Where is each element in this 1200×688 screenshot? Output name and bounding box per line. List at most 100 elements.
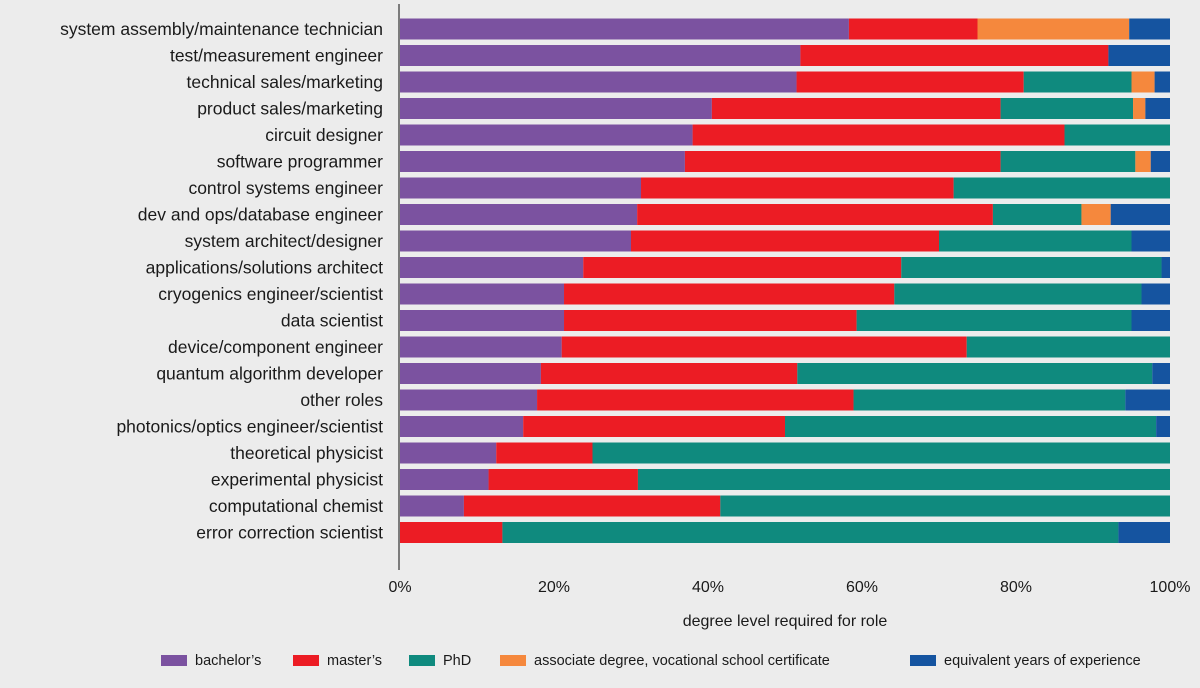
category-label: test/measurement engineer	[170, 46, 383, 66]
category-label: system architect/designer	[185, 231, 384, 251]
bar-segment	[939, 230, 1132, 252]
bar-segment	[631, 230, 939, 252]
category-labels: system assembly/maintenance technician te…	[60, 19, 383, 543]
bars-layer	[400, 18, 1170, 543]
bar-segment	[496, 442, 593, 464]
bar-segment	[400, 45, 801, 66]
bar-segment	[1000, 151, 1136, 172]
x-tick-label: 0%	[388, 579, 411, 596]
bar-segment	[400, 416, 524, 437]
x-tick-label: 40%	[692, 579, 724, 596]
x-tick-label: 20%	[538, 579, 570, 596]
legend-label: master’s	[327, 653, 382, 669]
category-label: theoretical physicist	[230, 443, 383, 463]
category-label: quantum algorithm developer	[156, 364, 383, 384]
bar-segment	[523, 416, 785, 437]
legend-swatch	[161, 655, 187, 666]
bar-segment	[400, 71, 797, 93]
bar-segment	[797, 363, 1153, 384]
category-label: technical sales/marketing	[187, 72, 383, 92]
category-label: control systems engineer	[188, 178, 383, 198]
x-tick-label: 100%	[1150, 579, 1191, 596]
category-label: error correction scientist	[196, 523, 383, 543]
bar-segment	[1133, 98, 1146, 119]
x-axis-title: degree level required for role	[683, 613, 888, 630]
bar-segment	[637, 469, 1170, 490]
legend: bachelor’s master’s PhD associate degree, v…	[161, 653, 1141, 669]
bar-segment	[977, 18, 1130, 40]
bar-segment	[537, 389, 854, 411]
bar-segment	[400, 310, 565, 331]
bar-segment	[400, 98, 712, 119]
bar-segment	[400, 124, 693, 146]
bar-segment	[1145, 98, 1170, 119]
bar-segment	[400, 336, 562, 358]
bar-segment	[637, 204, 993, 225]
bar-segment	[564, 310, 857, 331]
bar-segment	[1150, 151, 1170, 172]
bar-segment	[400, 18, 849, 40]
legend-label: bachelor’s	[195, 653, 261, 669]
bar-segment	[400, 442, 497, 464]
bar-segment	[592, 442, 1170, 464]
x-tick-labels: 0% 20% 40% 60% 80% 100%	[388, 579, 1190, 596]
bar-segment	[1154, 71, 1170, 93]
bar-segment	[1141, 283, 1170, 305]
bar-segment	[1161, 257, 1170, 278]
bar-segment	[853, 389, 1126, 411]
bar-segment	[400, 204, 638, 225]
category-label: cryogenics engineer/scientist	[158, 284, 383, 304]
category-label: device/component engineer	[168, 337, 383, 357]
bar-segment	[400, 469, 489, 490]
bar-segment	[1125, 389, 1170, 411]
bar-segment	[953, 177, 1170, 199]
category-label: other roles	[300, 390, 383, 410]
bar-segment	[561, 336, 967, 358]
category-label: applications/solutions architect	[146, 258, 383, 278]
bar-segment	[720, 495, 1170, 517]
bar-segment	[1108, 45, 1170, 66]
bar-segment	[488, 469, 638, 490]
bar-segment	[894, 283, 1142, 305]
bar-segment	[1131, 230, 1170, 252]
bar-segment	[966, 336, 1170, 358]
bar-segment	[1131, 71, 1155, 93]
legend-label: associate degree, vocational school cert…	[534, 653, 830, 669]
bar-segment	[400, 257, 584, 278]
bar-segment	[540, 363, 798, 384]
bar-segment	[684, 151, 1001, 172]
bar-segment	[1152, 363, 1170, 384]
bar-segment	[711, 98, 1001, 119]
category-label: computational chemist	[209, 496, 383, 516]
bar-segment	[463, 495, 721, 517]
bar-segment	[901, 257, 1162, 278]
category-label: experimental physicist	[211, 470, 383, 490]
legend-swatch	[500, 655, 526, 666]
bar-segment	[400, 495, 464, 517]
bar-segment	[400, 230, 631, 252]
bar-segment	[1118, 522, 1170, 543]
bar-segment	[785, 416, 1157, 437]
bar-segment	[1000, 98, 1134, 119]
bar-segment	[1023, 71, 1132, 93]
bar-segment	[564, 283, 895, 305]
bar-segment	[848, 18, 978, 40]
x-tick-label: 60%	[846, 579, 878, 596]
category-label: system assembly/maintenance technician	[60, 19, 383, 39]
bar-segment	[1156, 416, 1170, 437]
legend-swatch	[910, 655, 936, 666]
bar-segment	[502, 522, 1119, 543]
bar-segment	[856, 310, 1132, 331]
bar-segment	[641, 177, 954, 199]
bar-segment	[796, 71, 1024, 93]
bar-segment	[1110, 204, 1170, 225]
category-label: photonics/optics engineer/scientist	[116, 417, 383, 437]
bar-segment	[692, 124, 1065, 146]
bar-segment	[1135, 151, 1151, 172]
category-label: software programmer	[217, 152, 383, 172]
category-label: data scientist	[281, 311, 383, 331]
bar-segment	[1131, 310, 1170, 331]
bar-segment	[400, 522, 503, 543]
bar-segment	[1081, 204, 1111, 225]
